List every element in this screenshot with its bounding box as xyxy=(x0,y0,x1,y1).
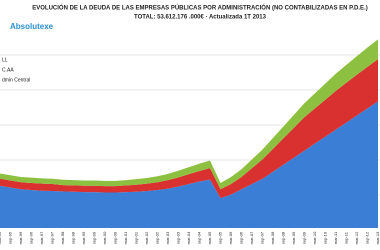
x-tick-label: mar-09 xyxy=(291,231,296,244)
x-tick-label: sep-95 xyxy=(8,231,13,244)
x-tick-label: mar-06 xyxy=(228,231,233,244)
x-tick-label: mar-03 xyxy=(165,231,170,244)
area xyxy=(0,39,378,190)
x-tick-label: mar-04 xyxy=(186,231,191,244)
x-tick-label: sep-00 xyxy=(113,231,118,244)
x-tick-label: mar-08 xyxy=(270,231,275,244)
x-tick-label: sep-11 xyxy=(344,231,349,244)
area xyxy=(0,101,378,228)
x-tick-label: sep-06 xyxy=(239,231,244,244)
x-tick-label: sep-07 xyxy=(260,231,265,244)
x-tick-label: sep-04 xyxy=(197,231,202,244)
x-tick-label: sep-98 xyxy=(71,231,76,244)
x-tick-label: sep-09 xyxy=(302,231,307,244)
x-tick-label: mar-00 xyxy=(102,231,107,244)
x-tick-label: sep-02 xyxy=(155,231,160,244)
chart-subtitle: TOTAL: 53.612.176 .000€ · Actualizada 1T… xyxy=(134,15,267,21)
x-tick-label: mar-10 xyxy=(312,231,317,244)
x-tick-label: sep-12 xyxy=(365,231,370,244)
legend-label: LL xyxy=(2,57,8,63)
x-tick-label: mar-02 xyxy=(144,231,149,244)
x-tick-label: sep-10 xyxy=(323,231,328,244)
x-tick-label: sep-01 xyxy=(134,231,139,244)
x-tick-label: sep-97 xyxy=(50,231,55,244)
x-tick-label: mar-01 xyxy=(123,231,128,244)
legend-label: C.AA xyxy=(2,67,14,73)
x-tick-label: mar-99 xyxy=(81,231,86,244)
x-tick-label: mar-11 xyxy=(333,231,338,244)
x-tick-label: mar-07 xyxy=(249,231,254,244)
x-tick-label: sep-99 xyxy=(92,231,97,244)
x-tick-label: mar-96 xyxy=(18,231,23,244)
x-tick-label: mar-98 xyxy=(60,231,65,244)
x-tick-label: sep-96 xyxy=(29,231,34,244)
x-tick-label: mar-97 xyxy=(39,231,44,244)
x-tick-label: mar-12 xyxy=(354,231,359,244)
logo: Absolutexe xyxy=(10,22,54,31)
x-tick-label: mar-95 xyxy=(0,231,2,244)
x-tick-label: mar-13 xyxy=(375,231,380,244)
chart-title: EVOLUCIÓN DE LA DEUDA DE LAS EMPRESAS PÚ… xyxy=(32,4,367,12)
legend-label: dmin Central xyxy=(2,77,30,83)
x-tick-label: mar-05 xyxy=(207,231,212,244)
x-tick-label: sep-03 xyxy=(176,231,181,244)
area xyxy=(0,59,378,199)
x-tick-label: sep-08 xyxy=(281,231,286,244)
x-tick-label: sep-05 xyxy=(218,231,223,244)
